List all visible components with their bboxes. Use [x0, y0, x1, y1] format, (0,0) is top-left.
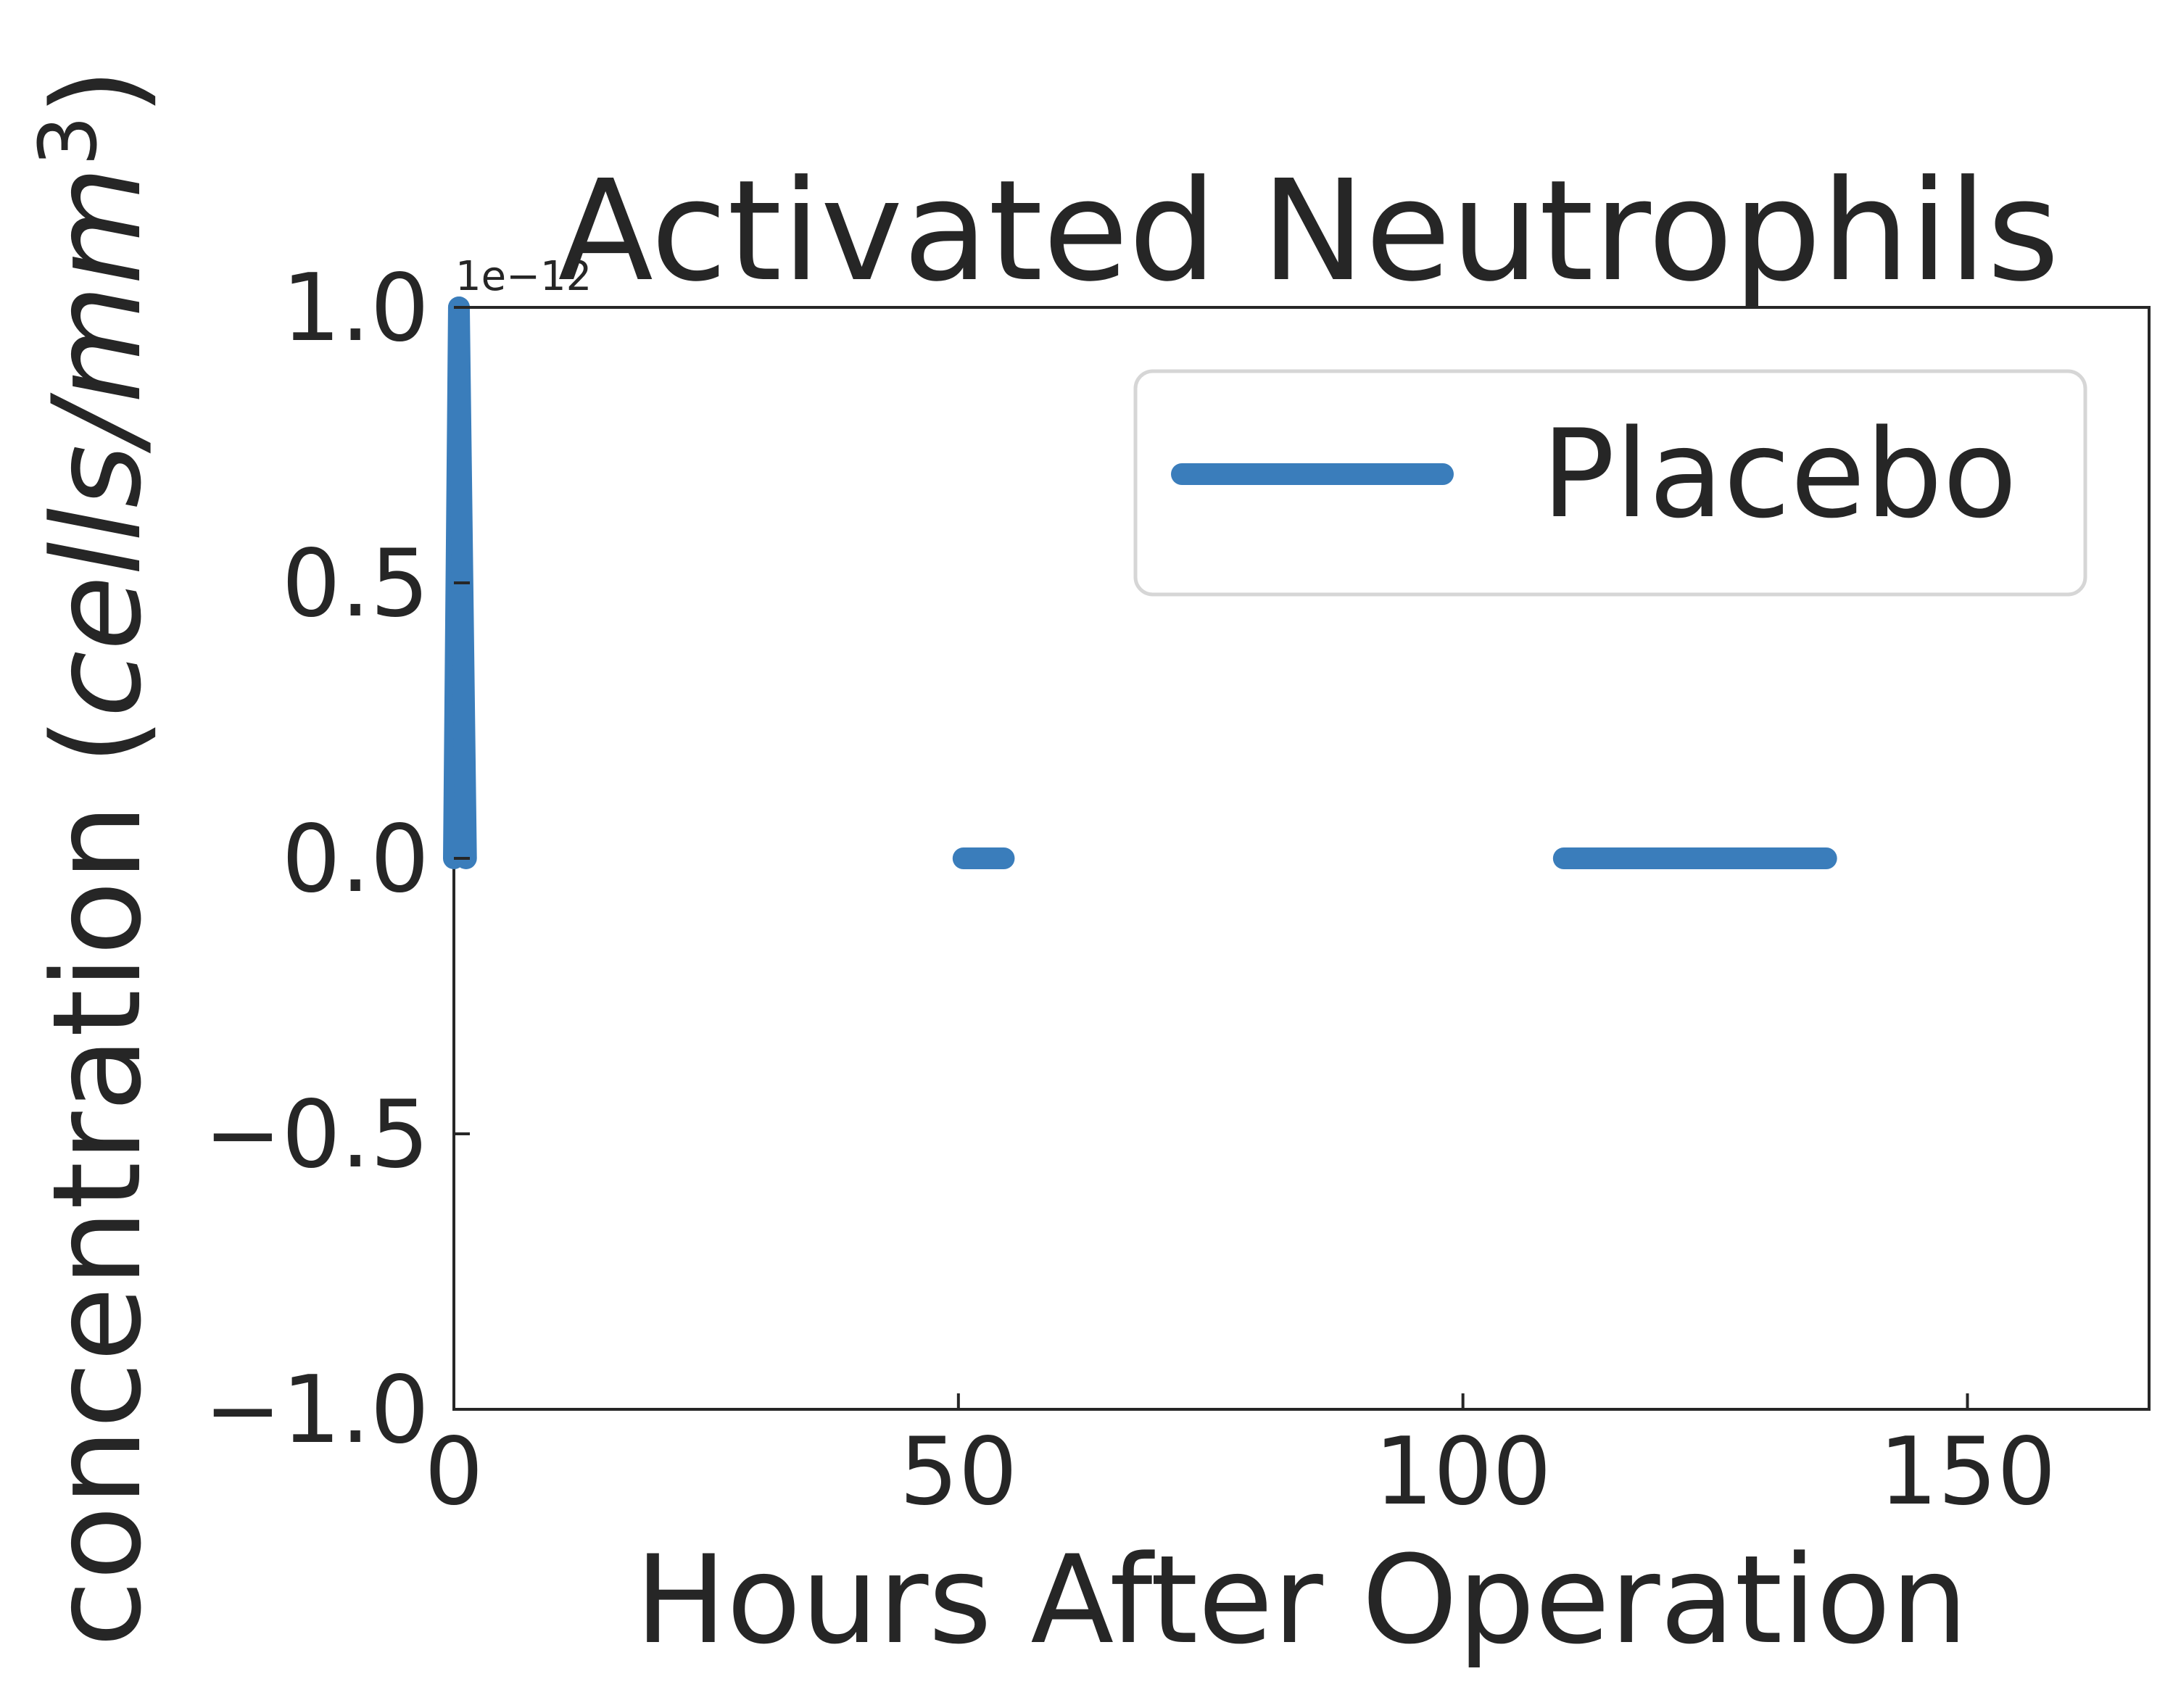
y-tick-label: 0.5 [281, 530, 429, 638]
y-axis-label-exponent: 3 [22, 115, 115, 166]
x-tick-label: 150 [1879, 1418, 2056, 1526]
y-axis-label-unit: cells/mm [26, 166, 168, 718]
y-axis-label-close: ) [26, 68, 168, 116]
x-axis-ticks: 0 50 100 150 [424, 1393, 2056, 1526]
chart-title: Activated Neutrophils [558, 151, 2060, 312]
y-tick-label: 0.0 [281, 805, 429, 913]
y-axis-ticks: −1.0 −0.5 0.0 0.5 1.0 [204, 254, 470, 1464]
y-tick-label: 1.0 [281, 254, 429, 362]
y-tick-label: −0.5 [204, 1081, 429, 1189]
y-tick-label: −1.0 [204, 1356, 429, 1464]
y-axis-label-main: concentration ( [26, 718, 168, 1647]
y-offset-text: 1e−12 [455, 253, 592, 300]
x-tick-label: 100 [1375, 1418, 1552, 1526]
x-axis-label: Hours After Operation [635, 1529, 1968, 1671]
legend: Placebo [1133, 369, 2087, 597]
legend-box [1133, 369, 2087, 597]
legend-label-placebo: Placebo [1541, 403, 2017, 545]
x-tick-label: 50 [899, 1418, 1017, 1526]
x-tick-label: 0 [424, 1418, 483, 1526]
y-axis-label: concentration (cells/mm3) [22, 68, 168, 1648]
